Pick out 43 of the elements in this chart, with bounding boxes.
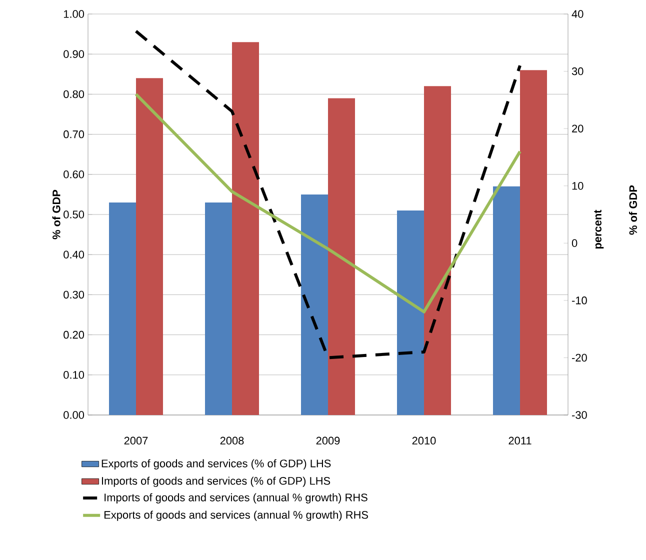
y-tick-label: 0.70 [64, 130, 84, 138]
legend-label: Imports of goods and services (annual % growth) RHS [104, 493, 368, 504]
y-tick-label: 1.00 [64, 10, 84, 18]
bar [397, 210, 424, 415]
bar [205, 202, 232, 415]
y2-tick-label: 40 [572, 10, 584, 18]
x-tick-label: 2011 [508, 436, 532, 445]
bar [424, 86, 452, 415]
y-tick-label: 0.60 [64, 170, 84, 178]
y2-tick-label: 10 [572, 182, 584, 190]
y-tick-label: 0.50 [64, 210, 84, 218]
legend-label: Exports of goods and services (% of GDP) LHS [102, 459, 331, 470]
y2-tick-label: -30 [572, 411, 587, 419]
bar [493, 186, 520, 415]
y-axis-title: % of GDP [52, 190, 60, 240]
x-tick-label: 2009 [316, 436, 340, 445]
bar [109, 202, 136, 415]
y-tick-label: 0.40 [64, 250, 84, 258]
bar [232, 42, 260, 415]
y2-tick-label: -10 [572, 296, 587, 304]
bar [301, 194, 328, 415]
y2-tick-label: 20 [572, 124, 584, 132]
bar [520, 70, 548, 415]
y2-axis-title: percent [594, 210, 604, 249]
legend-label: Exports of goods and services (annual % growth) RHS [104, 510, 368, 521]
x-tick-label: 2008 [220, 436, 244, 445]
bar [136, 78, 163, 415]
line-series [134, 30, 522, 360]
y-tick-label: 0.80 [64, 90, 84, 98]
y2-tick-label: 30 [572, 67, 584, 76]
y2-tick-label: 0 [572, 239, 578, 248]
x-tick-label: 2010 [412, 436, 436, 445]
line-series [134, 92, 522, 314]
y-tick-label: 0.00 [64, 411, 84, 419]
bar [328, 98, 356, 415]
y-tick-label: 0.90 [64, 50, 84, 58]
y2-tick-label: -20 [572, 354, 587, 362]
text: % of GDP [628, 185, 638, 235]
y-tick-label: 0.30 [64, 290, 84, 299]
x-tick-label: 2007 [124, 436, 148, 445]
y-tick-label: 0.20 [64, 330, 84, 339]
y-tick-label: 0.10 [64, 371, 84, 379]
legend-label: Imports of goods and services (% of GDP) LHS [102, 476, 330, 487]
